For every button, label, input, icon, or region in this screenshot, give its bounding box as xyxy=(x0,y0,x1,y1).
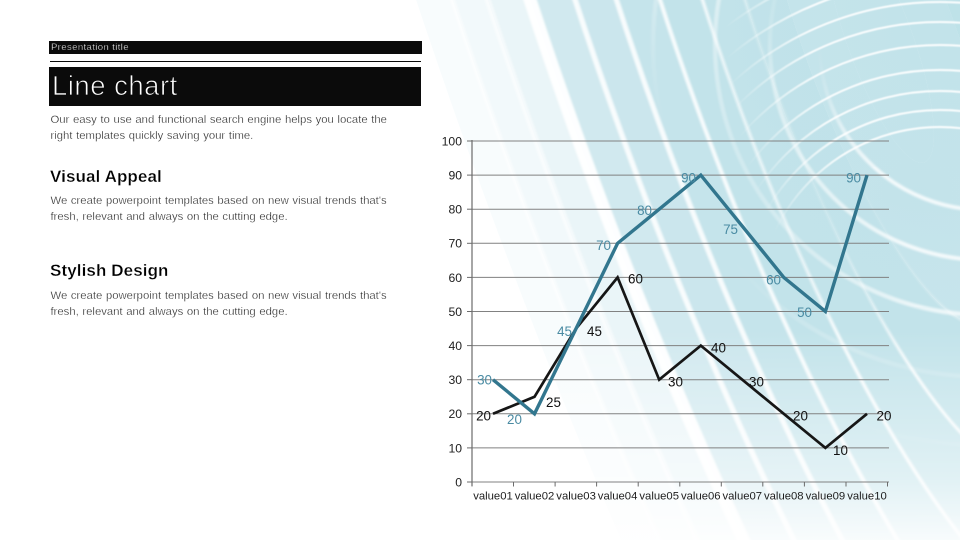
svg-text:80: 80 xyxy=(637,203,652,218)
svg-text:value07: value07 xyxy=(723,491,763,503)
svg-text:10: 10 xyxy=(833,443,848,458)
svg-text:60: 60 xyxy=(628,272,643,287)
svg-text:30: 30 xyxy=(477,373,492,388)
svg-text:20: 20 xyxy=(507,412,522,427)
svg-text:value04: value04 xyxy=(598,491,638,503)
svg-text:value01: value01 xyxy=(473,491,513,503)
svg-text:90: 90 xyxy=(681,171,696,186)
svg-text:60: 60 xyxy=(448,271,462,285)
svg-text:0: 0 xyxy=(455,475,462,489)
svg-text:45: 45 xyxy=(587,324,602,339)
svg-text:20: 20 xyxy=(476,409,491,424)
svg-text:30: 30 xyxy=(668,375,683,390)
svg-text:70: 70 xyxy=(596,238,611,253)
svg-text:value09: value09 xyxy=(806,491,846,503)
svg-text:90: 90 xyxy=(448,169,462,183)
svg-text:50: 50 xyxy=(797,305,812,320)
svg-text:value06: value06 xyxy=(681,491,721,503)
svg-text:100: 100 xyxy=(442,134,463,148)
svg-text:75: 75 xyxy=(723,222,738,237)
svg-text:70: 70 xyxy=(448,237,462,251)
svg-text:50: 50 xyxy=(448,305,462,319)
svg-text:30: 30 xyxy=(448,373,462,387)
svg-text:40: 40 xyxy=(711,341,726,356)
svg-text:value10: value10 xyxy=(847,491,887,503)
svg-text:40: 40 xyxy=(448,339,462,353)
svg-text:60: 60 xyxy=(766,273,781,288)
svg-text:20: 20 xyxy=(448,407,462,421)
svg-text:80: 80 xyxy=(448,203,462,217)
svg-text:90: 90 xyxy=(846,171,861,186)
svg-text:value02: value02 xyxy=(515,491,555,503)
svg-text:value08: value08 xyxy=(764,491,804,503)
svg-text:45: 45 xyxy=(557,324,572,339)
svg-text:value05: value05 xyxy=(639,491,679,503)
svg-text:10: 10 xyxy=(448,441,462,455)
svg-text:value03: value03 xyxy=(556,491,596,503)
svg-text:20: 20 xyxy=(877,409,892,424)
svg-text:25: 25 xyxy=(546,395,561,410)
svg-text:20: 20 xyxy=(793,409,808,424)
svg-text:30: 30 xyxy=(749,375,764,390)
